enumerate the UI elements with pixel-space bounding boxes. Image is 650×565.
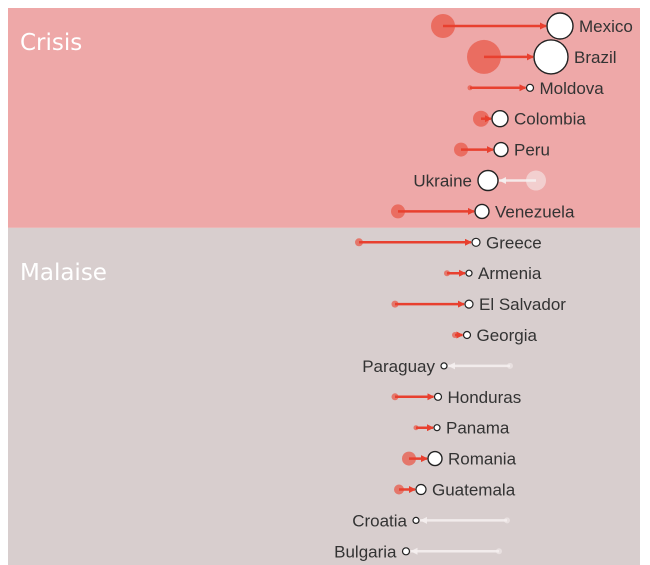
end-marker [474, 203, 490, 220]
country-label: Guatemala [432, 481, 516, 500]
end-marker [415, 483, 427, 496]
change-arrow-head [420, 516, 427, 524]
change-arrow-head [410, 547, 418, 555]
row-guatemala: Guatemala [394, 481, 516, 500]
row-colombia: Colombia [473, 110, 586, 129]
country-label: Mexico [579, 17, 633, 36]
row-moldova: Moldova [467, 79, 605, 98]
end-marker [440, 362, 448, 370]
row-armenia: Armenia [444, 264, 542, 283]
group-bands: Crisis Malaise [8, 8, 640, 565]
country-label: Croatia [352, 511, 407, 530]
change-arrow-head [448, 362, 455, 370]
country-label: Bulgaria [334, 542, 397, 561]
country-label: Romania [448, 450, 517, 469]
country-label: Paraguay [362, 357, 435, 376]
end-marker [477, 169, 499, 192]
country-label: Peru [514, 141, 550, 160]
band-label-crisis: Crisis [20, 30, 82, 56]
country-label: Honduras [448, 388, 522, 407]
end-marker [401, 547, 411, 556]
end-marker [464, 299, 474, 309]
row-brazil: Brazil [467, 39, 617, 75]
country-label: Georgia [477, 326, 538, 345]
row-bulgaria: Bulgaria [334, 542, 502, 561]
row-georgia: Georgia [452, 326, 538, 345]
end-marker [462, 330, 472, 340]
row-paraguay: Paraguay [362, 357, 513, 376]
country-label: Venezuela [495, 202, 575, 221]
end-marker [433, 424, 441, 432]
row-venezuela: Venezuela [391, 202, 575, 221]
chart-marks: Mexico Brazil Moldova Colombia Peru Ukraine Ve… [334, 12, 633, 561]
row-ukraine: Ukraine [413, 169, 546, 192]
row-romania: Romania [402, 450, 517, 469]
row-peru: Peru [454, 141, 550, 160]
country-label: Greece [486, 233, 542, 252]
end-marker [465, 269, 473, 277]
change-arrow-head [499, 177, 506, 184]
country-label: Panama [446, 419, 510, 438]
country-label: Ukraine [413, 172, 472, 191]
end-marker [493, 141, 509, 158]
end-marker [433, 392, 443, 401]
end-marker [525, 83, 535, 92]
country-label: Armenia [478, 264, 542, 283]
country-label: Moldova [540, 79, 605, 98]
band-malaise [8, 227, 640, 565]
end-marker [533, 39, 569, 75]
row-el-salvador: El Salvador [391, 295, 566, 314]
end-marker [412, 516, 420, 525]
country-label: Brazil [574, 48, 617, 67]
row-croatia: Croatia [352, 511, 510, 530]
end-marker [491, 109, 509, 128]
row-honduras: Honduras [391, 388, 522, 407]
country-label: El Salvador [479, 295, 566, 314]
end-marker [427, 450, 443, 467]
row-panama: Panama [413, 419, 510, 438]
band-crisis [8, 8, 640, 228]
row-mexico: Mexico [431, 12, 633, 40]
end-marker [471, 237, 481, 247]
country-label: Colombia [514, 110, 586, 129]
band-label-malaise: Malaise [20, 260, 107, 286]
row-greece: Greece [355, 233, 542, 252]
end-marker [546, 12, 574, 40]
